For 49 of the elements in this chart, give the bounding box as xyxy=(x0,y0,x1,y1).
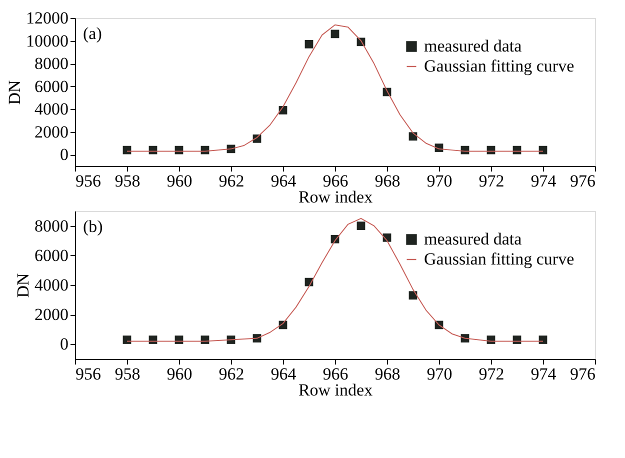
y-axis-title: DN xyxy=(5,80,24,105)
x-tick-label: 960 xyxy=(166,364,192,384)
y-tick-label: 4000 xyxy=(34,100,68,119)
point xyxy=(122,336,132,344)
x-tick-label: 962 xyxy=(218,172,244,190)
x-tick-label: 972 xyxy=(478,364,504,384)
y-tick-label: 6000 xyxy=(34,246,68,265)
y-tick-label: 0 xyxy=(60,145,68,164)
point xyxy=(330,30,340,38)
x-tick-label: 964 xyxy=(270,364,297,384)
x-tick-label: 960 xyxy=(166,172,192,190)
x-tick-label: 956 xyxy=(76,364,101,384)
x-tick-label: 966 xyxy=(322,172,348,190)
point xyxy=(538,336,548,344)
point xyxy=(356,222,366,230)
legend-label: Gaussian fitting curve xyxy=(424,56,574,76)
x-tick-label: 958 xyxy=(114,364,140,384)
y-tick-label: 4000 xyxy=(34,276,68,294)
y-tick-label: 2000 xyxy=(34,305,68,324)
x-tick-label: 974 xyxy=(530,172,557,190)
y-tick-label: 10000 xyxy=(26,31,68,50)
y-tick-label: 6000 xyxy=(34,76,68,96)
annotation: (b) xyxy=(83,217,103,236)
x-tick-label: 974 xyxy=(530,364,557,384)
x-tick-label: 970 xyxy=(426,172,452,190)
x-axis-title: Row index xyxy=(298,380,374,400)
x-tick-label: 958 xyxy=(114,172,140,190)
y-tick-label: 2000 xyxy=(34,122,68,142)
x-tick-label: 962 xyxy=(218,364,244,384)
y-tick-label: 8000 xyxy=(34,216,68,236)
point xyxy=(304,40,314,48)
x-tick-label: 968 xyxy=(374,364,400,384)
x-tick-label: 970 xyxy=(426,364,452,384)
x-tick-label: 966 xyxy=(322,364,348,384)
y-tick-label: 8000 xyxy=(34,54,68,74)
x-tick-label: 968 xyxy=(374,172,400,190)
y-tick-label: 0 xyxy=(60,334,68,354)
legend-label: measured data xyxy=(424,230,522,248)
legend-label: measured data xyxy=(424,36,522,56)
y-axis-title: DN xyxy=(14,273,32,298)
x-axis-title: Row index xyxy=(298,188,374,206)
annotation: (a) xyxy=(83,24,102,43)
y-tick-label: 12000 xyxy=(26,8,68,28)
x-tick-label: 976 xyxy=(570,172,596,190)
x-tick-label: 976 xyxy=(570,364,596,384)
x-tick-label: 972 xyxy=(478,172,504,190)
legend-label: Gaussian fitting curve xyxy=(424,250,574,268)
x-tick-label: 964 xyxy=(270,172,297,190)
x-tick-label: 956 xyxy=(76,172,101,190)
